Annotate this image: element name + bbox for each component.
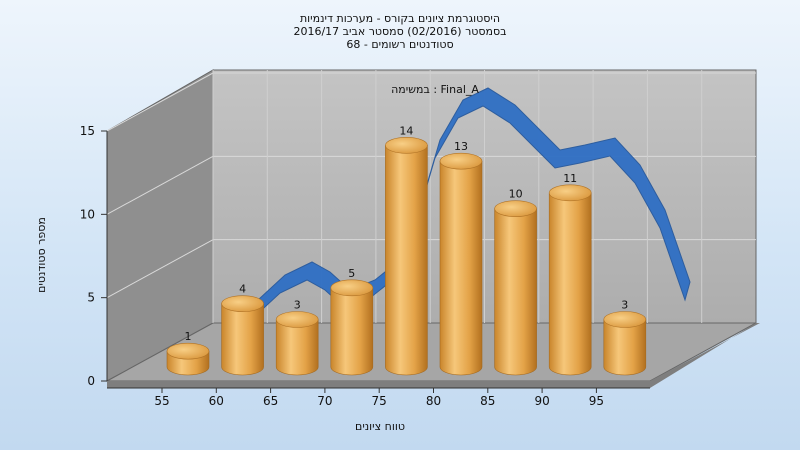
data-label: 3 [294, 299, 301, 312]
bar-65 [275, 311, 319, 376]
bar-95 [603, 311, 647, 376]
side-gridline [106, 239, 214, 299]
x-tick-label: 55 [154, 394, 169, 408]
bar-cap [385, 137, 428, 154]
bar-cap [603, 311, 647, 328]
bar-75 [385, 137, 428, 376]
floor-edge [107, 323, 760, 388]
bar-cap [548, 184, 592, 202]
y-tick-label: 0 [87, 374, 95, 388]
y-tick-label: 10 [80, 207, 95, 221]
chart-subtitle: במשימה : Final_A [391, 83, 479, 96]
bar-body [603, 319, 647, 376]
bar-60 [221, 295, 264, 376]
y-tick-label: 5 [87, 291, 95, 305]
bar-body [385, 145, 428, 376]
x-tick-label: 75 [372, 394, 387, 408]
data-label: 14 [399, 124, 413, 137]
chart-title-line-1: היסטוגרמת ציונים בקורס - מערכות דינמיות [300, 12, 500, 25]
x-tick-label: 60 [209, 394, 224, 408]
data-label: 11 [563, 172, 577, 185]
y-tick-label: 15 [80, 124, 95, 138]
bar-70 [330, 279, 374, 376]
bar-55 [166, 342, 210, 376]
bar-body [330, 287, 374, 376]
bar-body [221, 303, 264, 376]
bars [166, 137, 647, 376]
data-label: 10 [509, 188, 523, 201]
chart-title-line-3: סטודנטים רשומים - 68 [346, 38, 453, 51]
bar-body [548, 192, 592, 376]
bar-80 [439, 152, 483, 376]
bar-cap [166, 342, 210, 360]
bar-body [439, 160, 483, 376]
bar-cap [330, 279, 374, 297]
y-axis-ticks: 0 5 10 15 [80, 124, 108, 388]
x-axis-title: טווח ציונים [355, 420, 405, 433]
data-label: 13 [454, 140, 468, 153]
bar-cap [275, 311, 319, 328]
side-gridline [106, 155, 214, 215]
bar-body [494, 208, 537, 376]
data-label: 3 [621, 299, 628, 312]
chart-title-line-2: בסמסטר (02/2016) סמסטר אביב 2016/17 [293, 25, 506, 38]
bar-cap [221, 295, 264, 312]
x-tick-label: 85 [480, 394, 495, 408]
bar-cap [439, 152, 483, 170]
side-gridline [106, 72, 214, 132]
x-axis-ticks: 55 60 65 70 75 80 85 90 95 [107, 387, 650, 408]
x-tick-label: 80 [426, 394, 441, 408]
bar-cap [494, 200, 537, 217]
y-axis-title: מספר סטודנטים [35, 217, 48, 293]
bar-body [275, 319, 319, 376]
x-tick-label: 90 [534, 394, 549, 408]
data-label: 5 [348, 267, 355, 280]
x-tick-label: 65 [263, 394, 278, 408]
bar-85 [494, 200, 537, 376]
data-label: 4 [239, 283, 246, 296]
data-label: 1 [185, 330, 192, 343]
x-tick-label: 95 [589, 394, 604, 408]
bar-90 [548, 184, 592, 376]
x-tick-label: 70 [317, 394, 332, 408]
